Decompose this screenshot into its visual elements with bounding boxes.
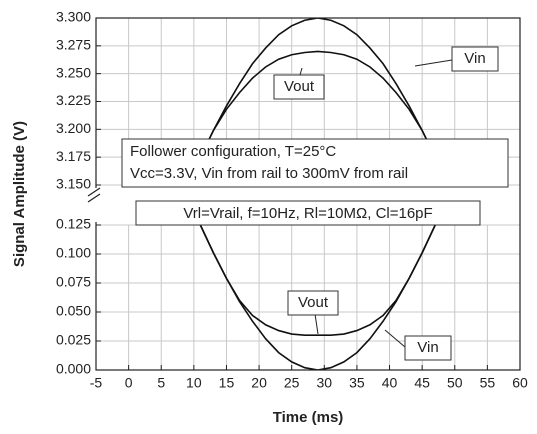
- y-tick-label: 3.250: [56, 64, 91, 80]
- y-tick-label: 0.050: [56, 303, 91, 319]
- x-tick-label: 0: [125, 375, 133, 391]
- series-line: [199, 225, 436, 370]
- series-label: Vout: [298, 294, 329, 311]
- leader: [299, 67, 303, 76]
- x-tick-label: 25: [284, 375, 300, 391]
- y-tick-label: 3.200: [56, 120, 91, 136]
- x-tick-label: -5: [90, 375, 103, 391]
- y-tick-label: 3.175: [56, 148, 91, 164]
- y-axis-label: Signal Amplitude (V): [11, 121, 28, 267]
- x-tick-label: 20: [251, 375, 267, 391]
- annotation: Vrl=Vrail, f=10Hz, Rl=10MΩ, Cl=16pF: [183, 205, 432, 222]
- series-labels: Vin Vout Vout Vin: [273, 46, 499, 361]
- y-tick-label: 0.025: [56, 332, 91, 348]
- y-tick-label: 3.150: [56, 176, 91, 192]
- x-tick-label: 45: [414, 375, 430, 391]
- y-tick-label: 3.225: [56, 92, 91, 108]
- grid: 3.300 3.275 3.250 3.225 3.200 3.175 3.150 -5 0 5 1…: [56, 9, 528, 391]
- x-tick-label: 60: [512, 375, 528, 391]
- x-tick-label: 55: [480, 375, 496, 391]
- series-line: [186, 18, 449, 185]
- leader: [414, 59, 453, 67]
- x-tick-label: 40: [382, 375, 398, 391]
- y-tick-label: 0.125: [56, 216, 91, 232]
- curves: [186, 18, 449, 370]
- axis-break: [87, 187, 104, 222]
- x-tick-label: 10: [186, 375, 202, 391]
- label-box: [404, 335, 452, 361]
- annotation: Follower configuration, T=25°C: [130, 143, 336, 160]
- y-tick-label: 0.075: [56, 274, 91, 290]
- series-label: Vin: [417, 339, 438, 356]
- annotation-box: [121, 138, 509, 188]
- annotations: Follower configuration, T=25°C Vcc=3.3V,…: [121, 138, 509, 226]
- y-tick-label: 3.275: [56, 37, 91, 53]
- series-label: Vout: [284, 78, 315, 95]
- x-tick-label: 30: [317, 375, 333, 391]
- y-tick-label: 3.300: [56, 9, 91, 25]
- label-box: [451, 46, 499, 72]
- leader: [314, 313, 319, 335]
- annotation-box: [135, 200, 481, 226]
- label-box: [287, 290, 339, 316]
- x-axis-label: Time (ms): [273, 409, 344, 426]
- x-tick-label: 5: [157, 375, 165, 391]
- y-tick-label: 0.100: [56, 245, 91, 261]
- x-tick-label: 35: [349, 375, 365, 391]
- label-box: [273, 74, 325, 100]
- x-tick-label: 50: [447, 375, 463, 391]
- leader: [384, 329, 406, 348]
- series-label: Vin: [464, 50, 485, 67]
- y-tick-label: 0.000: [56, 361, 91, 377]
- series-line: [186, 50, 449, 185]
- annotation: Vcc=3.3V, Vin from rail to 300mV from ra…: [130, 165, 408, 182]
- x-tick-label: 15: [219, 375, 235, 391]
